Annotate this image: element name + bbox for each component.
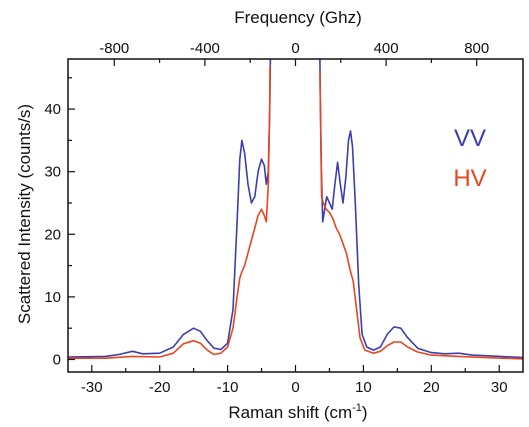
top-tick-label: 400 [374,40,399,57]
x-tick-label: -10 [217,379,239,396]
top-tick-label: 0 [291,40,299,57]
legend-hv: HV [453,165,486,192]
x-axis-label-main: Raman shift (cm [228,403,352,422]
y-axis-label: Scattered Intensity (counts/s) [15,104,34,324]
y-tick-label: 40 [44,101,61,118]
series-vv-line-0 [68,59,272,358]
top-tick-label: 800 [464,40,489,57]
x-tick-label: -20 [149,379,171,396]
x-axis-label-close: ) [362,403,368,422]
x-tick-label: 30 [491,379,508,396]
x-tick-label: -30 [81,379,103,396]
series-hv-line-0 [68,65,271,359]
x-axis-label-sup: -1 [352,402,362,414]
legend-vv: VV [454,125,486,152]
x-tick-label: 0 [291,379,299,396]
y-tick-label: 0 [53,351,61,368]
plot-area: -30 -20 -10 0 10 20 30 0 10 20 30 40 -800 -400 0 400 800… [44,40,524,396]
top-tick-label: -400 [190,40,220,57]
x-tick-label: 10 [355,379,372,396]
y-tick-label: 10 [44,289,61,306]
plot-frame [67,58,524,373]
series-hv-line-1 [319,71,523,360]
series-vv-line-1 [319,59,523,359]
y-tick-label: 20 [44,226,61,243]
x-axis-label: Raman shift (cm-1) [228,402,367,422]
top-tick-label: -800 [99,40,129,57]
x-tick-label: 20 [423,379,440,396]
top-axis-label: Frequency (Ghz) [234,8,362,27]
y-tick-label: 30 [44,164,61,181]
